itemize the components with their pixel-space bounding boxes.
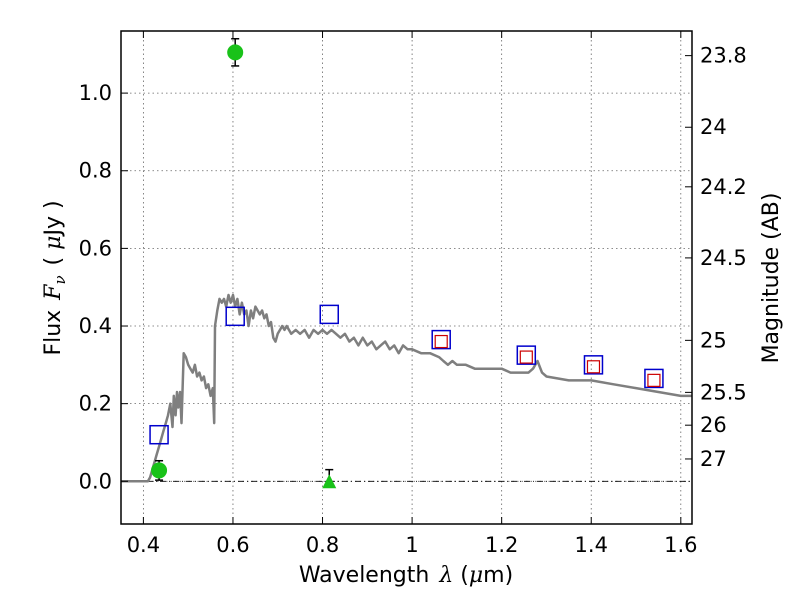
y-tick-label: 1.0 [79, 81, 112, 105]
y2-tick-label: 24.2 [700, 175, 747, 199]
y2-tick-label: 25.5 [700, 380, 747, 404]
y-ticks: 0.0 0.2 0.4 0.6 0.8 1.0 [79, 81, 128, 493]
grid-lines [121, 31, 692, 524]
y2-ticks: 23.8 24 24.2 24.5 25 25.5 26 27 [685, 44, 747, 471]
y-axis-title-text: Flux [41, 310, 66, 356]
y-axis-unit-rest: Jy ) [41, 200, 66, 237]
y2-tick-label: 24.5 [700, 246, 747, 270]
nondetection-triangle [322, 474, 337, 489]
model-flux-square [583, 355, 604, 375]
y-tick-label: 0.0 [79, 469, 112, 493]
y2-tick-label: 27 [700, 447, 727, 471]
x-tick-label: 0.6 [216, 533, 249, 557]
model-flux-square-inner [586, 360, 601, 374]
x-axis-unit-mu: μ [469, 563, 483, 588]
detection-point [227, 44, 244, 61]
y-axis-title: Flux Fν ( μJy ) [41, 200, 69, 355]
model-flux-square [516, 345, 537, 365]
y-tick-label: 0.2 [79, 392, 112, 416]
x-tick-label: 0.8 [306, 533, 339, 557]
model-flux-square-inner [647, 373, 661, 387]
y-tick-label: 0.8 [79, 159, 112, 183]
y2-tick-label: 23.8 [700, 44, 747, 68]
x-ticks: 0.4 0.6 0.8 1 1.2 1.4 1.6 [127, 31, 698, 557]
x-tick-label: 0.4 [127, 533, 160, 557]
y-tick-label: 0.6 [79, 236, 112, 260]
model-flux-square [225, 306, 245, 327]
x-tick-label: 1.6 [664, 533, 697, 557]
y-axis-unit-mu: μ [41, 236, 66, 250]
x-tick-label: 1.4 [575, 533, 608, 557]
y2-tick-label: 25 [700, 328, 727, 352]
model-flux-square [149, 424, 169, 445]
x-axis-unit-rest: m) [483, 563, 513, 588]
model-flux-square [644, 368, 664, 389]
sed-model-line [121, 293, 692, 483]
y2-tick-label: 24 [700, 115, 727, 139]
x-axis-symbol: λ [438, 563, 453, 588]
model-flux-square-inner [519, 350, 533, 364]
x-axis-title: Wavelength λ (μm) [299, 563, 513, 588]
x-tick-label: 1 [405, 533, 418, 557]
x-axis-title-text: Wavelength [299, 563, 430, 588]
model-flux-square-inner [434, 334, 448, 349]
plot-frame [120, 30, 693, 525]
y-axis-symbol: F [41, 284, 66, 301]
x-tick-label: 1.2 [485, 533, 518, 557]
x-axis-unit-open: ( [453, 563, 469, 588]
y2-tick-label: 26 [700, 413, 727, 437]
y2-axis-title: Magnitude (AB) [759, 193, 784, 364]
model-flux-square [431, 329, 451, 350]
plot-area [121, 38, 692, 489]
y-tick-label: 0.4 [79, 314, 112, 338]
y-axis-unit-open: ( [41, 250, 66, 266]
y-axis-subscript: ν [51, 275, 69, 284]
model-flux-square [319, 304, 339, 325]
detection-point [151, 462, 168, 479]
